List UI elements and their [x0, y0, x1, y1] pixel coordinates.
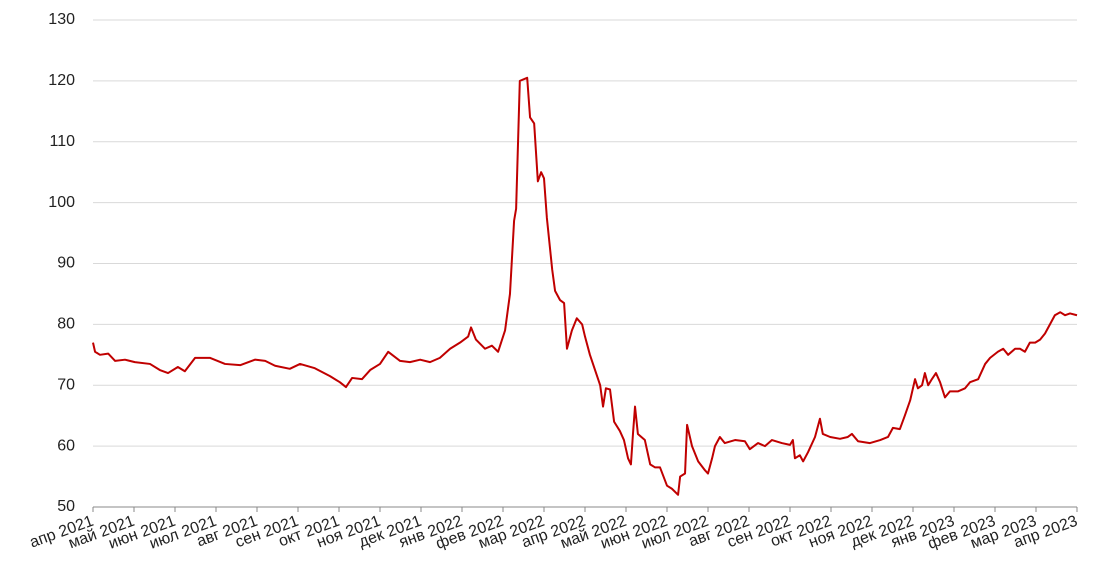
y-tick-label: 100 — [48, 194, 75, 211]
y-tick-label: 120 — [48, 72, 75, 89]
y-tick-label: 90 — [57, 255, 75, 272]
y-tick-label: 60 — [57, 437, 75, 454]
y-tick-label: 50 — [57, 498, 75, 515]
y-tick-label: 70 — [57, 376, 75, 393]
y-tick-label: 80 — [57, 316, 75, 333]
series-line — [92, 76, 1078, 496]
y-tick-label: 110 — [49, 133, 75, 150]
y-tick-label: 130 — [48, 11, 75, 28]
